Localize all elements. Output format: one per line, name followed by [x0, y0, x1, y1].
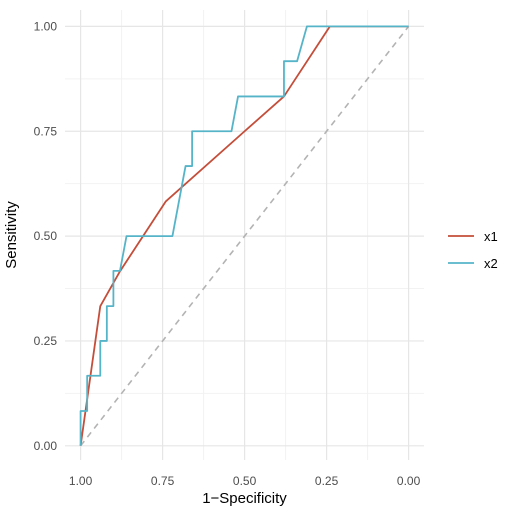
x-tick-label: 0.75 [151, 474, 175, 488]
reference-line [79, 25, 410, 447]
series-lines [79, 25, 409, 446]
series-line-x1 [79, 25, 409, 446]
y-tick-label: 0.50 [34, 229, 58, 243]
x-tick-label: 1.00 [69, 474, 93, 488]
y-tick-labels: 0.00 0.25 0.50 0.75 1.00 [34, 19, 58, 452]
reference-diagonal [79, 25, 410, 447]
y-tick-label: 1.00 [34, 19, 58, 33]
x-tick-label: 0.25 [315, 474, 339, 488]
x-tick-labels: 1.00 0.75 0.50 0.25 0.00 [69, 474, 421, 488]
legend-label-x2: x2 [484, 256, 498, 271]
legend: x1 x2 [448, 229, 498, 271]
x-axis-title: 1−Specificity [202, 490, 287, 507]
y-tick-label: 0.25 [34, 334, 58, 348]
y-axis-title: Sensitivity [3, 201, 20, 269]
legend-label-x1: x1 [484, 229, 498, 244]
x-tick-label: 0.50 [233, 474, 257, 488]
series-line-x2 [79, 25, 409, 446]
y-tick-label: 0.00 [34, 439, 58, 453]
y-tick-label: 0.75 [34, 124, 58, 138]
x-tick-label: 0.00 [397, 474, 421, 488]
